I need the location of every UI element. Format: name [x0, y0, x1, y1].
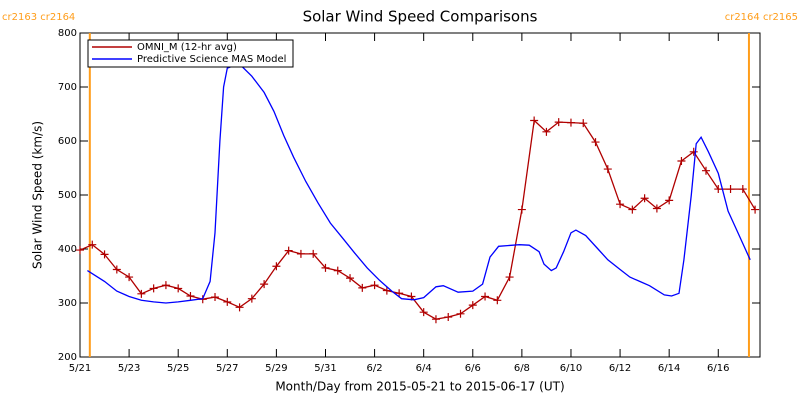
data-point — [530, 116, 539, 125]
data-point — [211, 293, 220, 302]
y-tick-label: 300 — [58, 298, 77, 309]
data-point — [591, 138, 600, 147]
data-point — [468, 301, 477, 310]
data-point — [161, 281, 170, 290]
chart-title: Solar Wind Speed Comparisons — [303, 8, 538, 26]
data-point — [284, 246, 293, 255]
data-point — [714, 185, 723, 194]
data-point — [603, 165, 612, 174]
data-point — [370, 281, 379, 290]
legend-label: OMNI_M (12-hr avg) — [137, 42, 237, 53]
y-tick-label: 400 — [58, 244, 77, 255]
data-point — [689, 147, 698, 156]
data-point — [579, 119, 588, 128]
data-point — [517, 205, 526, 214]
data-point — [505, 273, 514, 282]
data-point — [125, 273, 134, 282]
data-point — [309, 249, 318, 258]
x-tick-label: 6/6 — [465, 363, 481, 374]
data-point — [665, 196, 674, 205]
data-point — [444, 313, 453, 322]
data-point — [346, 274, 355, 283]
x-tick-label: 6/14 — [658, 363, 680, 374]
carrington-label: cr2163 cr2164 — [2, 12, 75, 23]
data-point — [296, 249, 305, 258]
data-point — [382, 286, 391, 295]
data-point — [431, 315, 440, 324]
data-point — [100, 250, 109, 259]
y-tick-label: 200 — [58, 352, 77, 363]
data-point — [174, 284, 183, 293]
data-point — [628, 205, 637, 214]
y-tick-label: 600 — [58, 136, 77, 147]
data-point — [137, 289, 146, 298]
x-tick-label: 5/23 — [118, 363, 140, 374]
data-point — [677, 156, 686, 165]
legend-label: Predictive Science MAS Model — [137, 54, 286, 65]
data-point — [235, 303, 244, 312]
y-axis-label: Solar Wind Speed (km/s) — [31, 121, 45, 269]
data-point — [223, 297, 232, 306]
data-point — [247, 294, 256, 303]
x-tick-label: 5/31 — [314, 363, 336, 374]
data-point — [149, 284, 158, 293]
data-point — [751, 205, 760, 214]
series-line — [87, 64, 751, 304]
x-tick-label: 5/21 — [69, 363, 91, 374]
x-tick-label: 6/8 — [514, 363, 530, 374]
data-point — [640, 194, 649, 203]
data-point — [726, 185, 735, 194]
data-point — [554, 118, 563, 127]
data-point — [358, 283, 367, 292]
x-tick-label: 5/25 — [167, 363, 189, 374]
y-tick-label: 700 — [58, 82, 77, 93]
data-point — [260, 280, 269, 289]
data-point — [333, 266, 342, 275]
data-point — [738, 185, 747, 194]
x-tick-label: 5/27 — [216, 363, 238, 374]
data-point — [321, 263, 330, 272]
data-point — [76, 246, 84, 255]
series-line — [79, 119, 756, 320]
data-point — [88, 240, 97, 249]
data-point — [616, 200, 625, 209]
data-point — [701, 166, 710, 175]
x-axis-label: Month/Day from 2015-05-21 to 2015-06-17 … — [275, 380, 564, 394]
y-tick-label: 800 — [58, 28, 77, 39]
x-tick-label: 5/29 — [265, 363, 287, 374]
carrington-label: cr2164 cr2165 — [725, 12, 798, 23]
legend-box — [87, 39, 294, 68]
x-tick-label: 6/2 — [367, 363, 383, 374]
x-tick-label: 6/10 — [560, 363, 582, 374]
data-point — [395, 289, 404, 298]
data-point — [493, 296, 502, 305]
data-point — [272, 262, 281, 271]
data-point — [456, 309, 465, 318]
x-tick-label: 6/12 — [609, 363, 631, 374]
data-point — [481, 292, 490, 301]
data-point — [652, 204, 661, 213]
data-point — [542, 127, 551, 136]
data-point — [112, 265, 121, 274]
data-point — [186, 291, 195, 300]
x-tick-label: 6/16 — [707, 363, 729, 374]
x-tick-label: 6/4 — [416, 363, 432, 374]
data-point — [566, 118, 575, 127]
data-point — [419, 308, 428, 317]
y-tick-label: 500 — [58, 190, 77, 201]
